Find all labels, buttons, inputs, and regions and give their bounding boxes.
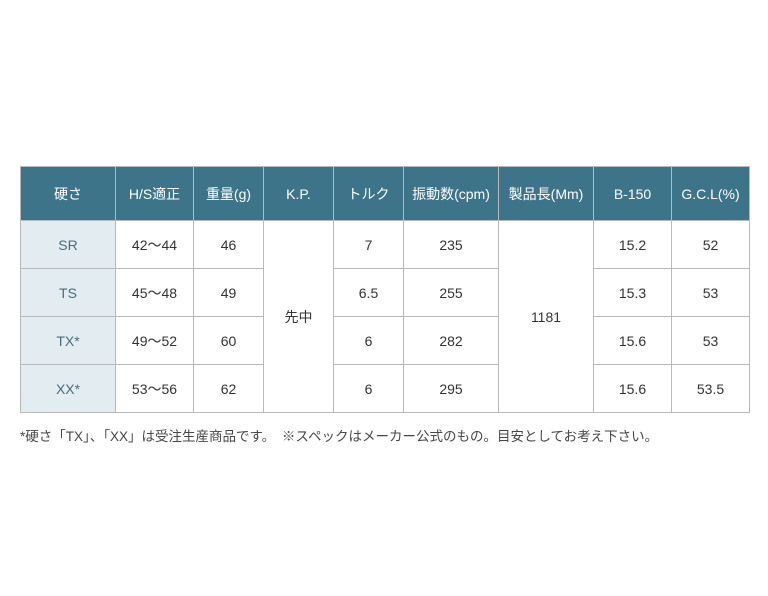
cell-cpm: 295 — [404, 365, 499, 413]
col-cpm: 振動数(cpm) — [404, 167, 499, 221]
table-row: TS 45〜48 49 6.5 255 15.3 53 — [21, 269, 750, 317]
footnote-text: *硬さ「TX」、「XX」は受注生産商品です。 ※スペックはメーカー公式のもの。目… — [20, 427, 748, 447]
cell-weight: 60 — [194, 317, 264, 365]
table-row: SR 42〜44 46 先中 7 235 1181 15.2 52 — [21, 221, 750, 269]
col-hs: H/S適正 — [116, 167, 194, 221]
cell-torque: 6 — [334, 317, 404, 365]
cell-torque: 6 — [334, 365, 404, 413]
cell-length: 1181 — [499, 221, 594, 413]
cell-b150: 15.2 — [594, 221, 672, 269]
cell-hardness: TX* — [21, 317, 116, 365]
cell-hs: 42〜44 — [116, 221, 194, 269]
cell-gcl: 53 — [672, 269, 750, 317]
col-kp: K.P. — [264, 167, 334, 221]
cell-b150: 15.3 — [594, 269, 672, 317]
cell-hs: 53〜56 — [116, 365, 194, 413]
cell-hardness: SR — [21, 221, 116, 269]
col-hardness: 硬さ — [21, 167, 116, 221]
cell-kp: 先中 — [264, 221, 334, 413]
cell-cpm: 235 — [404, 221, 499, 269]
cell-hardness: XX* — [21, 365, 116, 413]
cell-cpm: 255 — [404, 269, 499, 317]
table-header-row: 硬さ H/S適正 重量(g) K.P. トルク 振動数(cpm) 製品長(Mm)… — [21, 167, 750, 221]
spec-table: 硬さ H/S適正 重量(g) K.P. トルク 振動数(cpm) 製品長(Mm)… — [20, 166, 750, 413]
cell-torque: 7 — [334, 221, 404, 269]
cell-gcl: 52 — [672, 221, 750, 269]
cell-b150: 15.6 — [594, 365, 672, 413]
cell-hs: 49〜52 — [116, 317, 194, 365]
table-row: XX* 53〜56 62 6 295 15.6 53.5 — [21, 365, 750, 413]
col-b150: B-150 — [594, 167, 672, 221]
cell-gcl: 53.5 — [672, 365, 750, 413]
cell-gcl: 53 — [672, 317, 750, 365]
cell-weight: 46 — [194, 221, 264, 269]
cell-weight: 62 — [194, 365, 264, 413]
cell-cpm: 282 — [404, 317, 499, 365]
cell-weight: 49 — [194, 269, 264, 317]
col-torque: トルク — [334, 167, 404, 221]
table-row: TX* 49〜52 60 6 282 15.6 53 — [21, 317, 750, 365]
col-gcl: G.C.L(%) — [672, 167, 750, 221]
cell-hs: 45〜48 — [116, 269, 194, 317]
col-weight: 重量(g) — [194, 167, 264, 221]
cell-hardness: TS — [21, 269, 116, 317]
col-length: 製品長(Mm) — [499, 167, 594, 221]
cell-torque: 6.5 — [334, 269, 404, 317]
cell-b150: 15.6 — [594, 317, 672, 365]
